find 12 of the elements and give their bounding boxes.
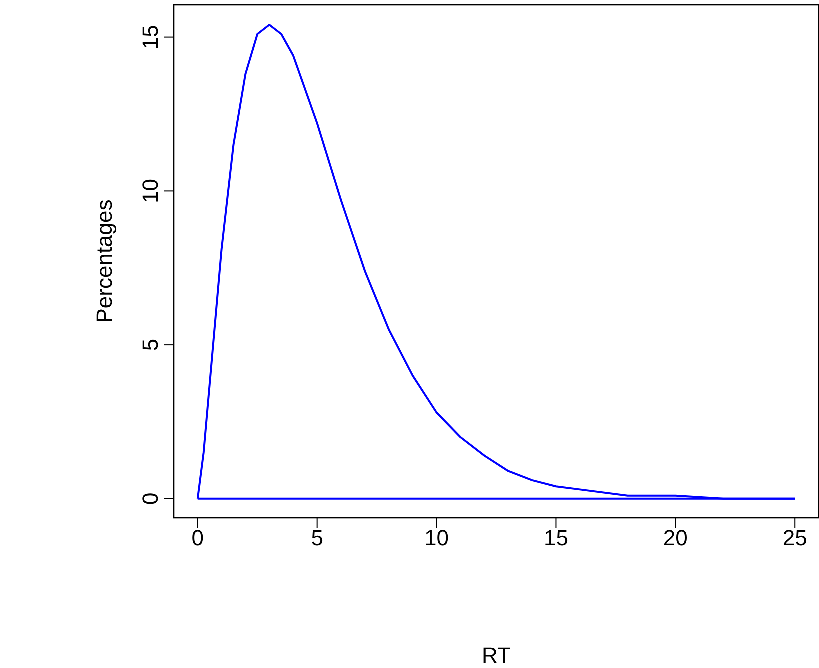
x-tick-label: 20 bbox=[663, 526, 688, 551]
x-tick-label: 10 bbox=[424, 526, 450, 551]
y-tick-label: 15 bbox=[138, 25, 163, 50]
x-tick-label: 25 bbox=[782, 526, 808, 551]
x-tick-label: 15 bbox=[544, 526, 568, 551]
y-tick-label: 10 bbox=[138, 178, 163, 204]
x-axis-title: RT bbox=[482, 643, 511, 668]
y-tick-label: 5 bbox=[138, 338, 163, 352]
y-axis-title: Percentages bbox=[92, 200, 117, 324]
x-tick-label: 0 bbox=[192, 526, 204, 551]
x-tick-label: 5 bbox=[311, 526, 324, 551]
y-tick-label: 0 bbox=[138, 492, 163, 506]
